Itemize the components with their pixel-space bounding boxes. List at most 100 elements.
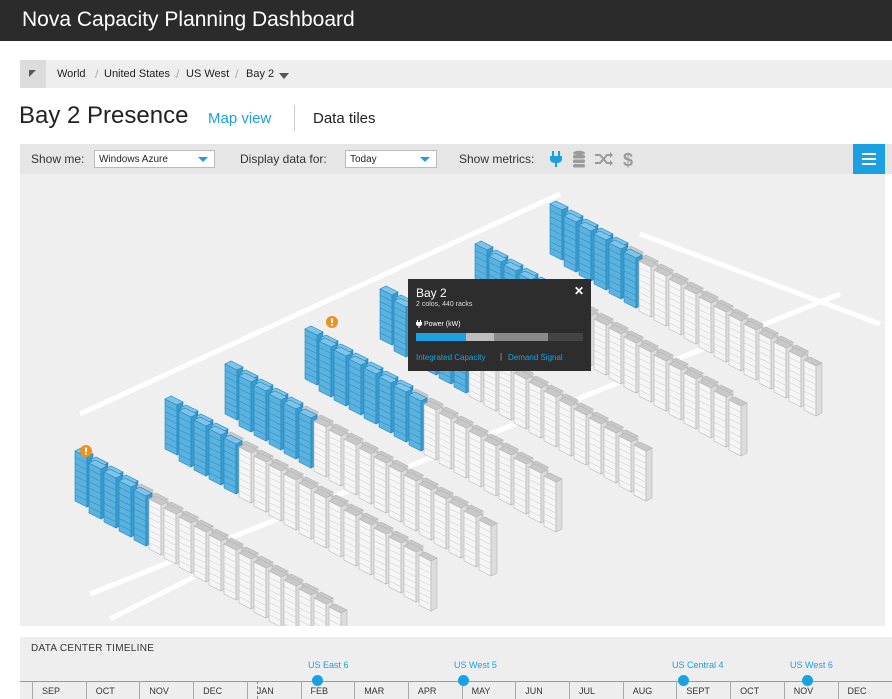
close-icon[interactable]: ✕: [573, 284, 584, 298]
tooltip-subtitle: 2 colos, 440 racks: [416, 301, 473, 308]
dollar-icon[interactable]: $: [620, 150, 636, 168]
timeline-month: DEC: [203, 686, 223, 696]
integrated-capacity-link[interactable]: Integrated Capacity: [416, 353, 486, 362]
breadcrumb-world[interactable]: World: [57, 68, 86, 80]
power-segment: [547, 333, 583, 341]
power-segment: [416, 333, 467, 341]
breadcrumb-us-west[interactable]: US West: [186, 68, 230, 80]
rack[interactable]: [478, 516, 498, 577]
timeline-month: NOV: [793, 686, 814, 696]
timeline-month: SEP: [42, 686, 61, 696]
timeline-month: DEC: [847, 686, 867, 696]
timeline-tick: [139, 681, 141, 699]
rack[interactable]: [423, 400, 443, 461]
timeline-event-label[interactable]: US West 6: [790, 660, 833, 670]
tab-data-tiles[interactable]: Data tiles: [313, 110, 376, 127]
timeline-title: DATA CENTER TIMELINE: [31, 643, 155, 654]
timeline-month: FEB: [310, 686, 329, 696]
power-plug-icon[interactable]: [548, 150, 564, 168]
timeline-month: JUL: [579, 686, 596, 696]
power-plug-icon: [416, 320, 422, 328]
breadcrumb-united-states[interactable]: United States: [104, 68, 171, 80]
demand-signal-link[interactable]: Demand Signal: [508, 353, 563, 362]
alert-icon[interactable]: [326, 316, 338, 328]
rack[interactable]: [418, 551, 438, 612]
page-title: Bay 2 Presence: [19, 102, 189, 129]
breadcrumb-separator: /: [235, 67, 239, 81]
timeline-tick: [515, 681, 517, 699]
timeline-tick: [569, 681, 570, 699]
breadcrumb-separator: /: [176, 67, 180, 81]
rack[interactable]: [633, 441, 653, 502]
timeline-event-marker[interactable]: [678, 675, 689, 686]
timeline-month: APR: [417, 686, 437, 696]
show-me-dropdown[interactable]: Windows Azure: [94, 150, 215, 168]
show-me-label: Show me:: [31, 152, 85, 166]
timeline-month: JUN: [525, 686, 543, 696]
rack-active[interactable]: [103, 468, 123, 529]
timeline-tick: [730, 681, 732, 699]
datacenter-map[interactable]: [20, 174, 885, 626]
filter-toolbar: Show me: Windows Azure Display data for:…: [20, 144, 892, 174]
rack-floor-view: [74, 191, 881, 626]
rack[interactable]: [593, 315, 613, 376]
rack-active[interactable]: [348, 355, 368, 416]
timeline-tick: [300, 681, 302, 699]
rack[interactable]: [543, 472, 563, 533]
tooltip-title: Bay 2: [416, 286, 447, 300]
breadcrumb-separator: /: [95, 67, 99, 81]
rack[interactable]: [513, 454, 533, 515]
display-data-value: Today: [350, 154, 377, 165]
chevron-down-icon: [198, 157, 208, 162]
show-me-value: Windows Azure: [99, 154, 168, 165]
timeline-tick: [354, 681, 356, 699]
timeline-event-label[interactable]: US East 6: [308, 660, 349, 670]
timeline-month: MAR: [364, 686, 385, 696]
breadcrumb-bay-2[interactable]: Bay 2: [246, 68, 275, 80]
rack[interactable]: [433, 489, 453, 550]
timeline-month: SEPT: [686, 686, 710, 696]
timeline-event-marker[interactable]: [458, 675, 469, 686]
network-shuffle-icon[interactable]: [594, 150, 614, 168]
timeline-tick: [407, 681, 409, 699]
timeline-tick: [676, 681, 678, 699]
timeline-event-label[interactable]: US West 5: [454, 660, 497, 670]
timeline-tick: [85, 681, 87, 699]
display-data-dropdown[interactable]: Today: [345, 150, 437, 168]
hamburger-menu-button[interactable]: [853, 144, 885, 174]
timeline-tick: [246, 681, 248, 699]
timeline-tick: [783, 681, 785, 699]
link-separator: |: [500, 352, 503, 361]
rack[interactable]: [788, 347, 808, 408]
timeline-tick: [32, 681, 33, 699]
rack-active[interactable]: [88, 459, 108, 520]
show-metrics-label: Show metrics:: [459, 152, 535, 166]
rack[interactable]: [388, 462, 408, 523]
collapse-toggle-button[interactable]: [20, 60, 46, 88]
timeline-event-marker[interactable]: [802, 675, 813, 686]
timeline-event-marker[interactable]: [312, 675, 323, 686]
rack[interactable]: [803, 356, 823, 417]
storage-icon[interactable]: [571, 150, 587, 168]
timeline-tick: [193, 681, 195, 699]
aisle-line: [639, 231, 881, 327]
rack-active[interactable]: [268, 390, 288, 451]
timeline-month: AUG: [632, 686, 653, 696]
timeline-month: MAY: [471, 686, 491, 696]
rack[interactable]: [728, 396, 748, 457]
rack[interactable]: [283, 576, 303, 626]
timeline-event-label[interactable]: US Central 4: [672, 660, 724, 670]
breadcrumb-dropdown-icon[interactable]: [279, 73, 289, 79]
breadcrumb: World / United States / US West / Bay 2: [20, 60, 892, 88]
menu-line: [862, 158, 876, 160]
rack[interactable]: [328, 603, 348, 626]
timeline-month: OCT: [740, 686, 760, 696]
alert-icon[interactable]: [80, 445, 92, 457]
bay-tooltip: Bay 2 2 colos, 440 racks ✕ Power (kW) In…: [408, 279, 591, 371]
power-usage-bar: [416, 333, 583, 341]
menu-line: [862, 153, 876, 155]
corner-arrow-icon: [29, 70, 36, 77]
chevron-down-icon: [420, 157, 430, 162]
timeline-tick: [461, 681, 463, 699]
tab-map-view[interactable]: Map view: [208, 110, 272, 127]
